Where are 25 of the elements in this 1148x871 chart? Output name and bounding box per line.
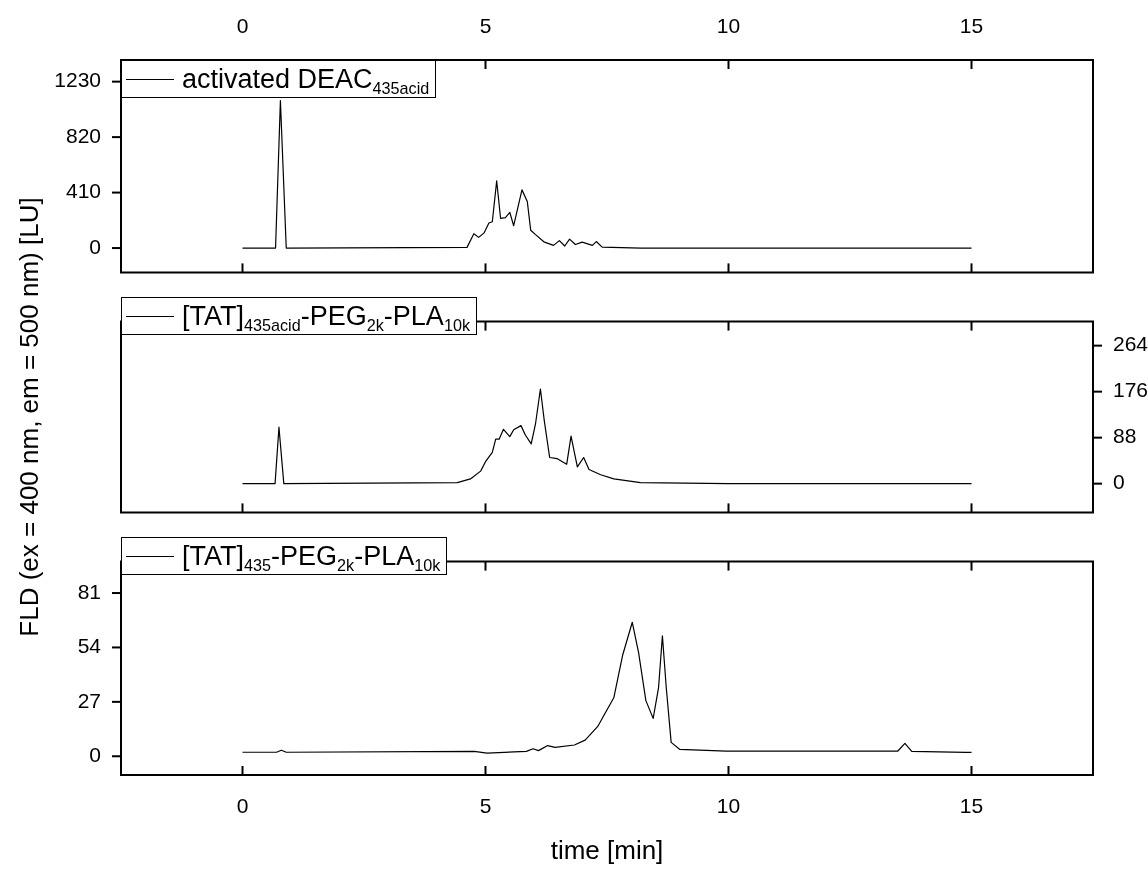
x-tick-label: 15 — [959, 794, 984, 818]
y-tick-label: 1230 — [54, 68, 101, 92]
x-axis-title: time [min] — [550, 834, 664, 865]
x-tick-label: 5 — [479, 794, 492, 818]
x-tick-label: 10 — [716, 14, 741, 38]
y2-tick-label: 176 — [1113, 378, 1148, 402]
legend-label: activated DEAC$_{435acid}$ — [182, 63, 430, 98]
y2-tick-label: 264 — [1113, 332, 1148, 356]
y-tick-label: 410 — [65, 179, 101, 203]
x-tick-label: 0 — [236, 14, 249, 38]
y-tick-label: 81 — [77, 579, 101, 603]
y-tick-label: 0 — [89, 234, 101, 258]
legend-label: [TAT]$_{435acid}$-PEG$_{2k}$-PLA$_{10k}$ — [182, 300, 470, 335]
x-tick-label: 5 — [479, 14, 492, 38]
y-tick-label: 27 — [77, 688, 101, 712]
y2-tick-label: 88 — [1113, 424, 1137, 448]
x-tick-label: 10 — [716, 794, 741, 818]
legend-label: [TAT]$_{435}$-PEG$_{2k}$-PLA$_{10k}$ — [182, 540, 441, 575]
y-tick-label: 820 — [65, 123, 101, 147]
y-tick-label: 54 — [77, 634, 102, 658]
y-tick-label: 0 — [89, 743, 101, 767]
x-tick-label: 15 — [959, 14, 984, 38]
x-tick-label: 0 — [236, 794, 249, 818]
y2-tick-label: 0 — [1113, 470, 1125, 494]
y-axis-title: FLD (ex = 400 nm, em = 500 nm) [LU] — [13, 197, 45, 637]
